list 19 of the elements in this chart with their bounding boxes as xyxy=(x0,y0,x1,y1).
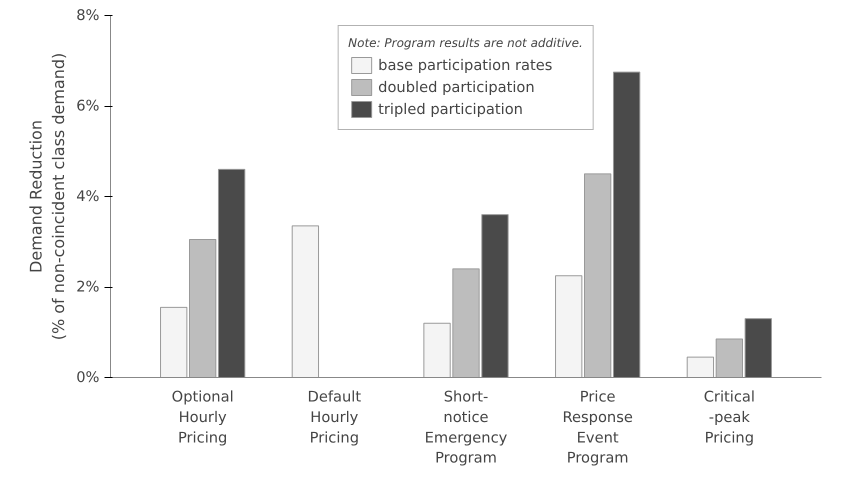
legend-label: tripled participation xyxy=(378,100,523,118)
x-tick-label: Price Response Event Program xyxy=(562,388,633,467)
bar xyxy=(423,322,451,378)
x-tick-label: Short- notice Emergency Program xyxy=(424,388,508,467)
y-tick-label: 0% xyxy=(76,369,100,386)
legend-title: Note: Program results are not additive. xyxy=(348,36,583,50)
legend-label: doubled participation xyxy=(378,78,535,96)
y-axis-title: Demand Reduction (% of non-coincident class demand) xyxy=(26,52,68,340)
bar xyxy=(452,268,480,378)
legend-label: base participation rates xyxy=(378,56,552,74)
y-tick-label: 2% xyxy=(76,278,100,296)
bar xyxy=(292,225,320,378)
y-tick-label: 6% xyxy=(76,98,100,114)
y-tick-label: 4% xyxy=(76,188,100,205)
y-tick-label: 8% xyxy=(76,7,100,24)
x-tick-label: Critical -peak Pricing xyxy=(704,388,755,446)
x-tick-label: Default Hourly Pricing xyxy=(308,388,362,446)
bar xyxy=(481,214,509,378)
x-tick-label: Optional Hourly Pricing xyxy=(172,388,234,446)
